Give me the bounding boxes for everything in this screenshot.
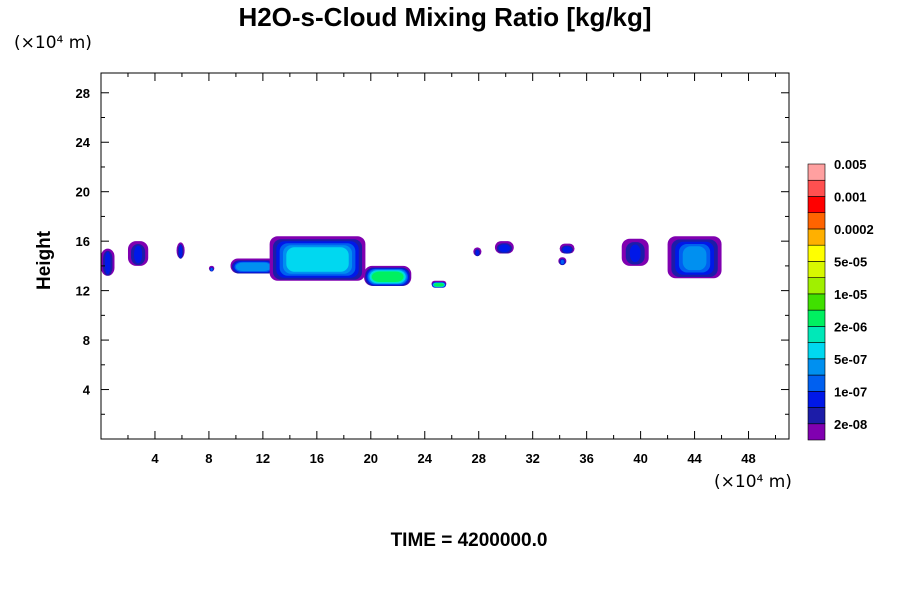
cloud-blob-layer [210,267,213,271]
x-tick-label: 12 [256,451,270,466]
colorbar-swatch [807,390,826,408]
cloud-blob-layer [433,283,444,287]
cloud-blob-layer [235,262,272,272]
y-axis-unit: (×10⁴ m) [14,33,92,53]
cloud-field [101,236,722,288]
x-tick-label: 36 [579,451,593,466]
cloud-blob-layer [682,246,707,271]
colorbar-swatch [807,228,826,246]
x-tick-label: 48 [741,451,755,466]
x-tick-label: 4 [151,451,159,466]
colorbar-label: 2e-08 [834,417,867,432]
colorbar-swatch [807,374,826,392]
cloud-blob-layer [498,244,511,253]
colorbar-label: 5e-07 [834,352,867,367]
cloud-blob [127,241,149,266]
chart-title: H2O-s-Cloud Mixing Ratio [kg/kg] [238,2,652,32]
cloud-blob-layer [475,249,479,256]
colorbar-swatch [807,423,826,441]
y-tick-label: 8 [83,333,90,348]
cloud-blob-layer [134,245,143,264]
cloud-blob-layer [371,271,404,283]
colorbar-swatch [807,407,826,425]
cloud-blob-layer [105,252,111,275]
cloud-blob [101,248,115,276]
x-tick-label: 24 [418,451,433,466]
cloud-blob [667,236,722,279]
y-tick-label: 12 [76,284,90,299]
colorbar-label: 5e-05 [834,254,867,269]
cloud-blob [208,265,215,272]
colorbar-label: 2e-06 [834,319,867,334]
cloud-blob-layer [178,244,183,259]
cloud-blob [494,241,514,254]
cloud-blob [558,257,567,266]
colorbar-swatch [807,212,826,230]
x-tick-label: 40 [633,451,647,466]
cloud-blob [559,243,575,254]
colorbar-swatch [807,326,826,343]
x-tick-label: 16 [310,451,324,466]
colorbar: 2e-08 1e-07 5e-07 2e-06 1e-05 5e-05 0.0002 0.00… [807,157,874,441]
cloud-blob [230,258,277,274]
x-tick-label: 44 [687,451,702,466]
colorbar-swatch [807,309,826,327]
y-tick-label: 28 [76,86,90,101]
y-axis-label: Height [34,230,55,290]
x-tick-label: 28 [471,451,485,466]
colorbar-swatch [807,293,826,311]
cloud-blob [176,242,185,259]
y-tick-label: 16 [76,234,90,249]
colorbar-swatch [807,358,826,376]
y-tick-label: 24 [76,135,91,150]
colorbar-label: 1e-07 [834,384,867,399]
colorbar-swatch [807,163,826,181]
cloud-blob [621,238,649,266]
x-tick-label: 20 [364,451,378,466]
y-tick-label: 20 [76,185,90,200]
cloud-blob-layer [286,247,349,272]
cloud-blob [364,265,412,287]
colorbar-swatch [807,196,826,214]
colorbar-label: 0.0002 [834,222,874,237]
cloud-blob-layer [562,246,572,253]
cloud-blob [473,247,482,257]
colorbar-swatch [807,261,826,278]
cloud-blob-layer [560,259,564,265]
x-axis-unit: (×10⁴ m) [714,472,792,492]
plot-frame [100,72,790,440]
cloud-blob [431,280,447,288]
cloud-blob [269,236,366,281]
x-tick-label: 32 [525,451,539,466]
x-tick-label: 8 [205,451,212,466]
cloud-blob-layer [629,244,641,263]
time-label: TIME = 4200000.0 [390,530,548,551]
colorbar-swatch [807,342,826,360]
colorbar-label: 0.001 [834,189,867,204]
colorbar-label: 1e-05 [834,287,867,302]
colorbar-swatch [807,277,826,295]
colorbar-swatch [807,244,826,262]
colorbar-swatch [807,179,826,197]
colorbar-label: 0.005 [834,157,867,172]
y-tick-label: 4 [83,383,91,398]
